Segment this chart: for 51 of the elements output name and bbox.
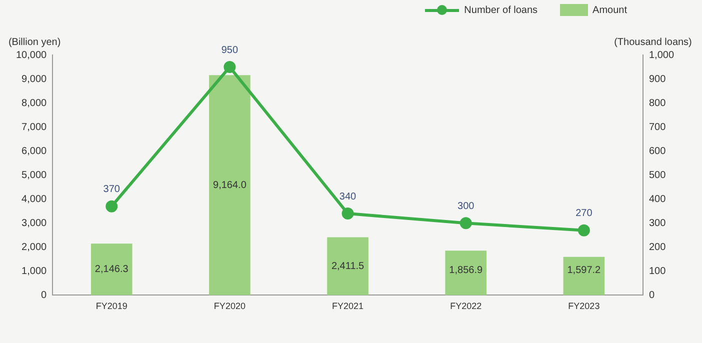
bar xyxy=(90,244,132,296)
point xyxy=(578,224,590,236)
data-label: 370 xyxy=(103,184,120,196)
bar xyxy=(327,237,368,296)
legend-label: Amount xyxy=(592,4,627,16)
y-tick-label: 8,000 xyxy=(22,98,48,109)
y2-tick-label: 900 xyxy=(648,74,666,85)
y-tick-label: 4,000 xyxy=(22,194,48,205)
y-axis-title: (Billion yen) xyxy=(8,36,61,48)
y2-tick-label: 700 xyxy=(648,122,666,133)
y-tick-label: 7,000 xyxy=(22,122,48,133)
bar xyxy=(209,75,250,296)
x-tick-label: FY2023 xyxy=(568,301,600,312)
data-label: 1,597.2 xyxy=(567,264,602,276)
y-tick-label: 9,000 xyxy=(22,74,48,85)
bar xyxy=(445,250,487,296)
data-label: 270 xyxy=(576,208,593,220)
point xyxy=(224,61,236,74)
legend-label: Number of loans xyxy=(464,4,538,16)
bar xyxy=(563,256,605,296)
y2-tick-label: 300 xyxy=(648,218,666,229)
data-label: 950 xyxy=(221,44,238,56)
y-tick-label: 5,000 xyxy=(22,170,48,181)
x-tick-label: FY2021 xyxy=(332,301,364,312)
y-tick-label: 6,000 xyxy=(22,146,48,157)
x-tick-label: FY2019 xyxy=(96,301,128,312)
y2-tick-label: 500 xyxy=(648,170,666,181)
y2-tick-label: 0 xyxy=(648,290,655,301)
y-tick-label: 0 xyxy=(41,290,48,301)
y2-tick-label: 200 xyxy=(648,242,666,253)
data-label: 2,146.3 xyxy=(94,264,129,276)
point xyxy=(342,208,354,220)
y2-tick-label: 800 xyxy=(648,98,666,109)
data-label: 1,856.9 xyxy=(449,264,483,276)
y2-tick-label: 400 xyxy=(648,194,666,205)
point xyxy=(106,200,118,212)
y-tick-label: 2,000 xyxy=(22,242,48,253)
data-label: 9,164.0 xyxy=(213,180,247,191)
y2-axis-title: (Thousand loans) xyxy=(614,36,692,48)
data-label: 300 xyxy=(458,200,475,212)
y-tick-label: 3,000 xyxy=(22,218,48,229)
x-tick-label: FY2020 xyxy=(214,301,246,312)
data-label: 340 xyxy=(339,191,357,202)
y2-tick-label: 1,000 xyxy=(648,50,674,61)
x-tick-label: FY2022 xyxy=(450,301,482,312)
data-label: 2,411.5 xyxy=(331,260,365,272)
y-tick-label: 1,000 xyxy=(22,266,48,277)
y2-tick-label: 600 xyxy=(648,146,666,157)
y-tick-label: 10,000 xyxy=(16,50,48,61)
point xyxy=(460,217,472,230)
y2-tick-label: 100 xyxy=(648,266,666,277)
